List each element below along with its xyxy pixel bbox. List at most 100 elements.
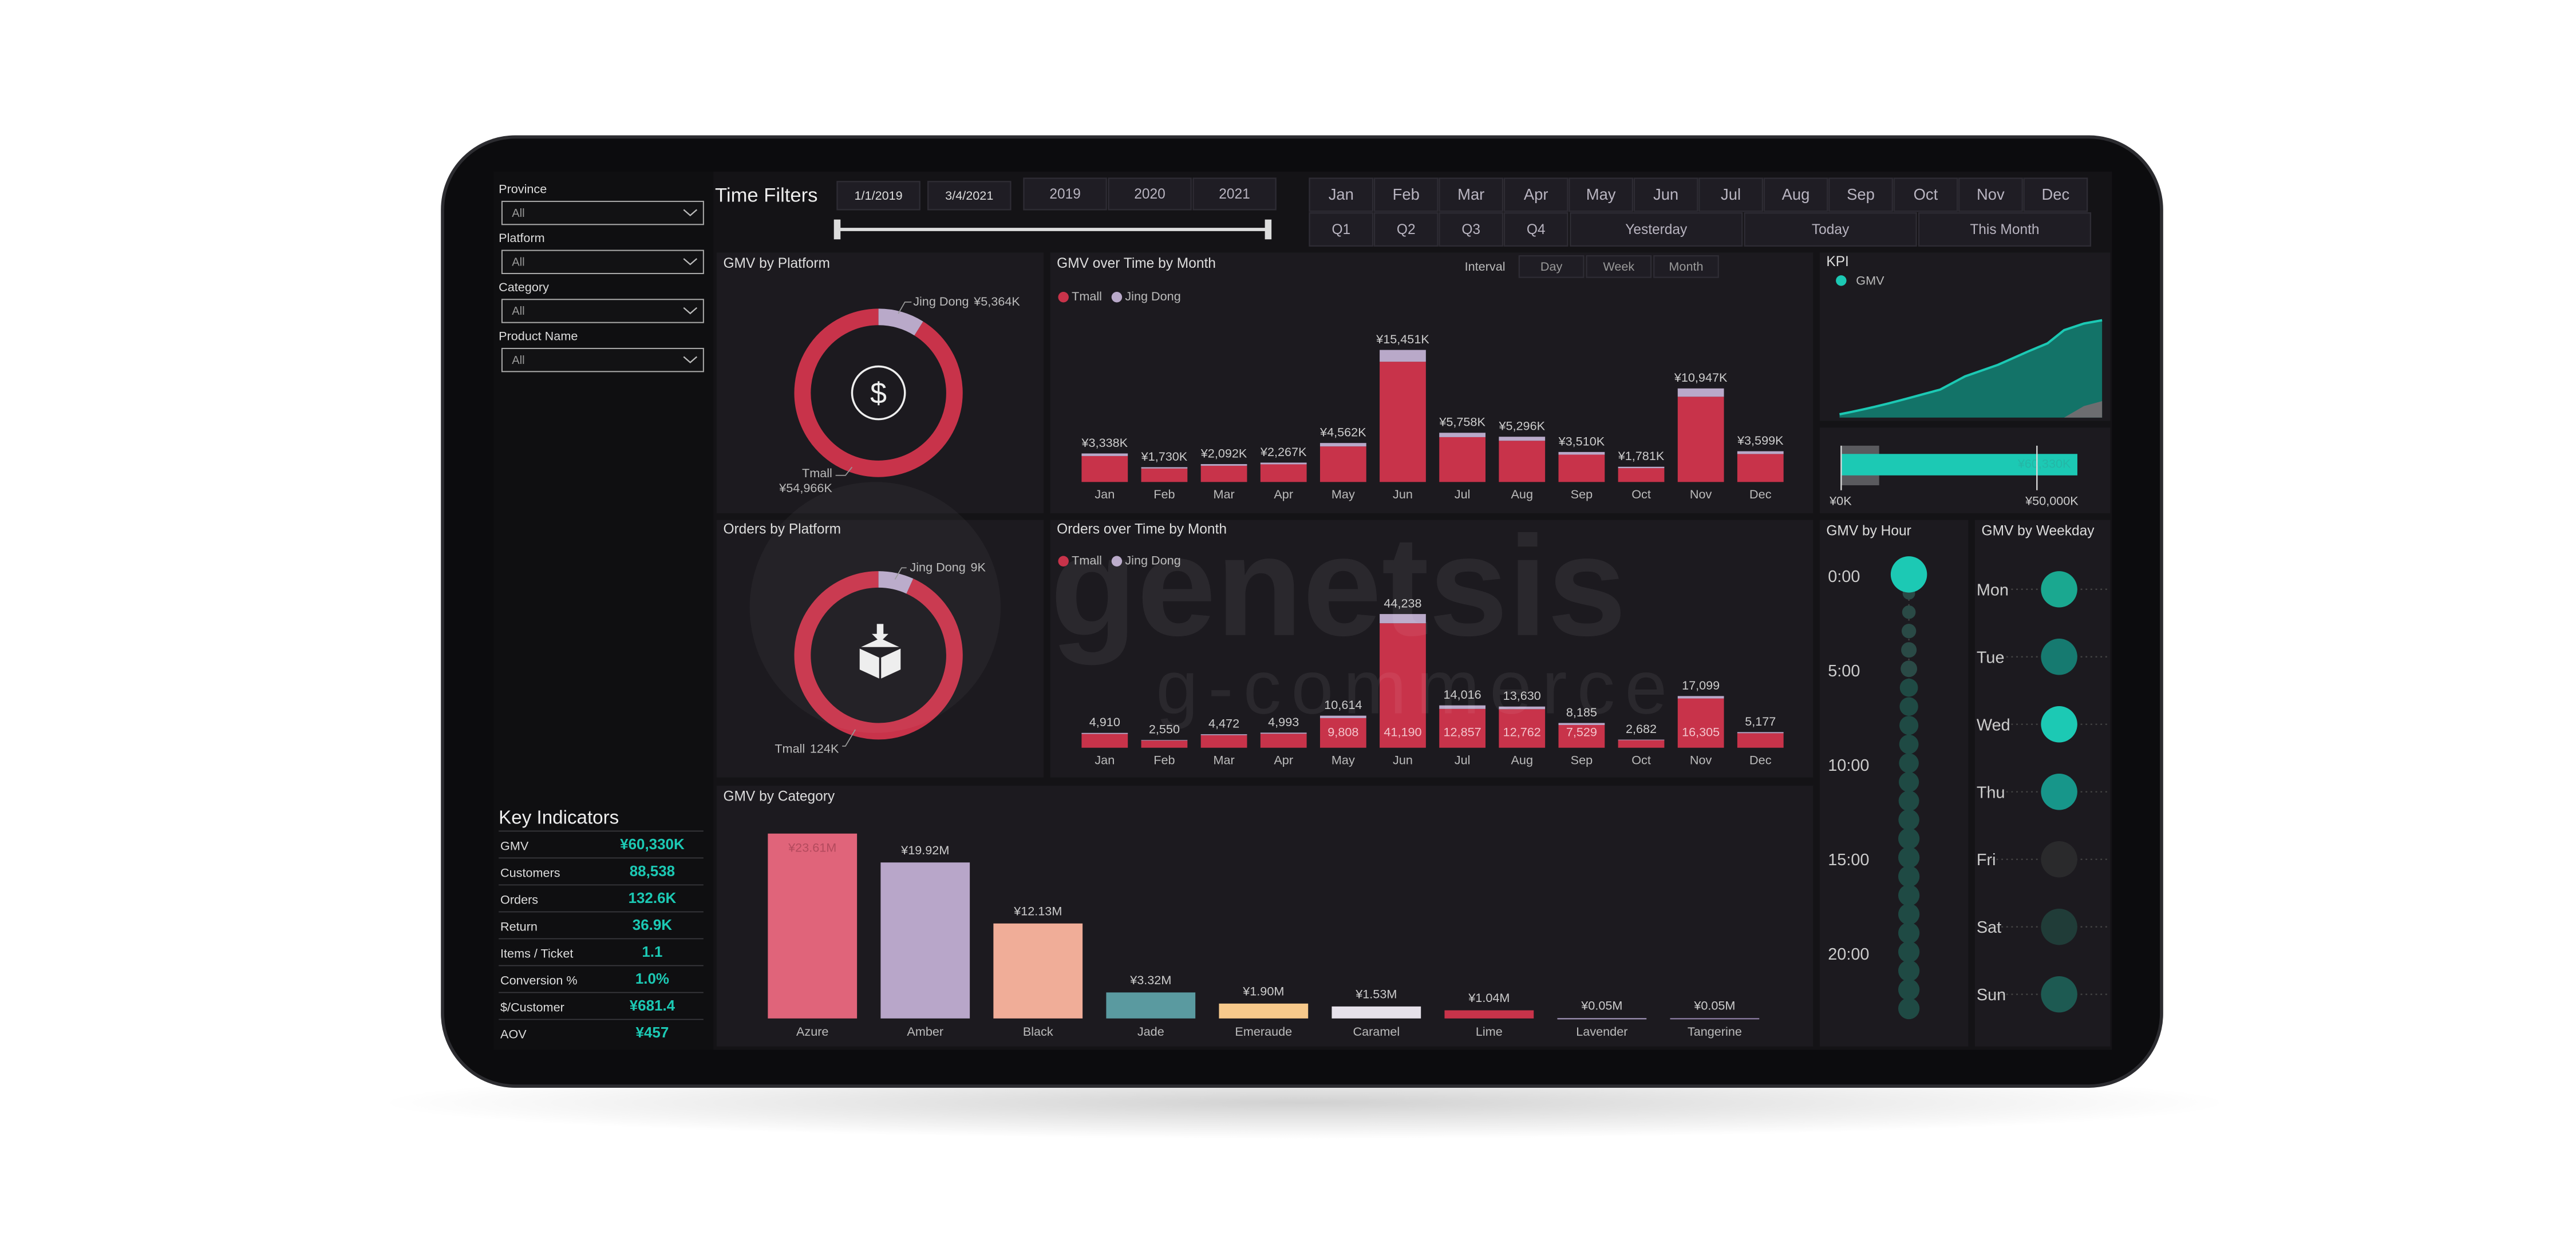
button[interactable]: Week bbox=[1586, 255, 1652, 278]
data-label-part: Tmall bbox=[802, 466, 832, 480]
bar bbox=[1439, 437, 1485, 482]
button[interactable]: Jul bbox=[1698, 177, 1763, 212]
button[interactable]: Feb bbox=[1373, 177, 1439, 212]
total-label: ¥1,781K bbox=[1618, 449, 1665, 463]
button[interactable]: Oct bbox=[1893, 177, 1958, 212]
dropdown[interactable]: All bbox=[501, 299, 704, 323]
button[interactable]: Apr bbox=[1503, 177, 1568, 212]
button-box bbox=[1893, 177, 1958, 212]
button[interactable]: 3/4/2021 bbox=[927, 181, 1012, 211]
button-label: Sep bbox=[1847, 185, 1875, 203]
button[interactable]: Aug bbox=[1763, 177, 1828, 212]
chart-title: GMV by Platform bbox=[723, 256, 830, 271]
bar bbox=[1106, 992, 1196, 1019]
total-label: ¥3,338K bbox=[1081, 435, 1128, 450]
x-tick-label: Lavender bbox=[1576, 1024, 1627, 1039]
button[interactable]: Q3 bbox=[1439, 212, 1504, 247]
watermark: genetsis bbox=[1050, 506, 1626, 665]
icon-arrow bbox=[872, 624, 888, 643]
bar bbox=[1141, 740, 1188, 748]
dropdown[interactable]: All bbox=[501, 347, 704, 373]
bar bbox=[1558, 451, 1605, 455]
data-label: Jing Dong 9K bbox=[910, 560, 986, 574]
total-label: ¥10,947K bbox=[1674, 370, 1728, 385]
legend-label: Tmall bbox=[1072, 553, 1102, 567]
dropdown-box bbox=[501, 249, 704, 274]
button[interactable]: Nov bbox=[1958, 177, 2023, 212]
button[interactable]: Dec bbox=[2023, 177, 2088, 212]
button-label: Aug bbox=[1782, 185, 1810, 203]
button-label: Q2 bbox=[1397, 222, 1416, 237]
dropdown[interactable]: All bbox=[501, 249, 704, 274]
hour-dot bbox=[1899, 697, 1918, 716]
x-tick-label: Jul bbox=[1455, 487, 1471, 501]
content: Province All Platform All Category All Product… bbox=[499, 177, 2107, 1041]
hour-dot bbox=[1902, 605, 1916, 619]
x-tick-label: Jan bbox=[1095, 753, 1115, 767]
bar bbox=[1618, 740, 1665, 748]
button-label: Yesterday bbox=[1625, 222, 1688, 237]
button-box bbox=[1633, 177, 1698, 212]
button[interactable]: Q1 bbox=[1309, 212, 1374, 247]
hour-dot bbox=[1898, 960, 1920, 982]
x-tick-label: Sep bbox=[1571, 753, 1593, 767]
hour-dot bbox=[1898, 978, 1920, 1001]
button[interactable]: Yesterday bbox=[1570, 212, 1743, 247]
indicator-value: ¥60,330K bbox=[620, 835, 685, 853]
chart-title: Orders over Time by Month bbox=[1057, 521, 1227, 537]
button-label: Q1 bbox=[1332, 222, 1350, 237]
y-tick-label: Fri bbox=[1977, 851, 1996, 869]
button[interactable]: This Month bbox=[1918, 212, 2092, 247]
button[interactable]: 2020 bbox=[1108, 177, 1192, 211]
weekday-dot bbox=[2041, 774, 2077, 810]
slider-handle[interactable] bbox=[1265, 219, 1272, 240]
bar bbox=[1332, 1006, 1421, 1019]
button[interactable]: 2021 bbox=[1192, 177, 1277, 211]
bar bbox=[1260, 732, 1307, 734]
button[interactable]: Mar bbox=[1439, 177, 1504, 212]
button[interactable]: Jan bbox=[1309, 177, 1374, 212]
bar bbox=[1260, 464, 1307, 482]
button[interactable]: Today bbox=[1744, 212, 1917, 247]
dropdown[interactable]: All bbox=[501, 200, 704, 225]
bar bbox=[1081, 734, 1128, 748]
button[interactable]: Sep bbox=[1828, 177, 1893, 212]
button[interactable]: Day bbox=[1518, 255, 1585, 278]
total-label: 4,993 bbox=[1268, 715, 1299, 729]
x-tick-label: May bbox=[1332, 753, 1355, 767]
x-tick-label: Black bbox=[1023, 1024, 1053, 1039]
x-tick-label: ¥0K bbox=[1829, 494, 1852, 508]
weekday-dot bbox=[2041, 639, 2077, 675]
button[interactable]: Month bbox=[1653, 255, 1719, 278]
x-tick-label: May bbox=[1332, 487, 1355, 501]
button[interactable]: Jun bbox=[1633, 177, 1698, 212]
slider-handle[interactable] bbox=[833, 219, 841, 240]
total-label: ¥4,562K bbox=[1319, 425, 1366, 439]
button-box bbox=[1309, 212, 1374, 247]
bar bbox=[1081, 453, 1128, 456]
icon-dollar: $ bbox=[870, 377, 887, 410]
indicator-label: Return bbox=[500, 920, 538, 934]
x-tick-label: Tangerine bbox=[1688, 1024, 1742, 1039]
button[interactable]: 2019 bbox=[1023, 177, 1107, 211]
bar bbox=[1670, 1018, 1760, 1020]
button[interactable]: Q4 bbox=[1503, 212, 1568, 247]
bar bbox=[1200, 734, 1247, 735]
button-box bbox=[836, 181, 920, 211]
button[interactable]: Q2 bbox=[1373, 212, 1439, 247]
x-tick-label: Mar bbox=[1213, 487, 1234, 501]
donut-segment bbox=[794, 308, 963, 477]
weekday-dot bbox=[2041, 706, 2077, 743]
x-tick-label: Apr bbox=[1274, 753, 1293, 767]
bar bbox=[1444, 1010, 1534, 1019]
chart-title: Orders by Platform bbox=[723, 521, 841, 537]
total-label: 2,550 bbox=[1149, 722, 1180, 736]
bar bbox=[1319, 443, 1366, 447]
chart-title: GMV by Hour bbox=[1826, 523, 1911, 538]
panel bbox=[1975, 520, 2111, 1047]
button-box bbox=[1568, 177, 1634, 212]
button[interactable]: 1/1/2019 bbox=[836, 181, 920, 211]
kpi-area-secondary bbox=[2064, 401, 2103, 418]
button[interactable]: May bbox=[1568, 177, 1634, 212]
indicator-value: ¥457 bbox=[636, 1024, 669, 1041]
